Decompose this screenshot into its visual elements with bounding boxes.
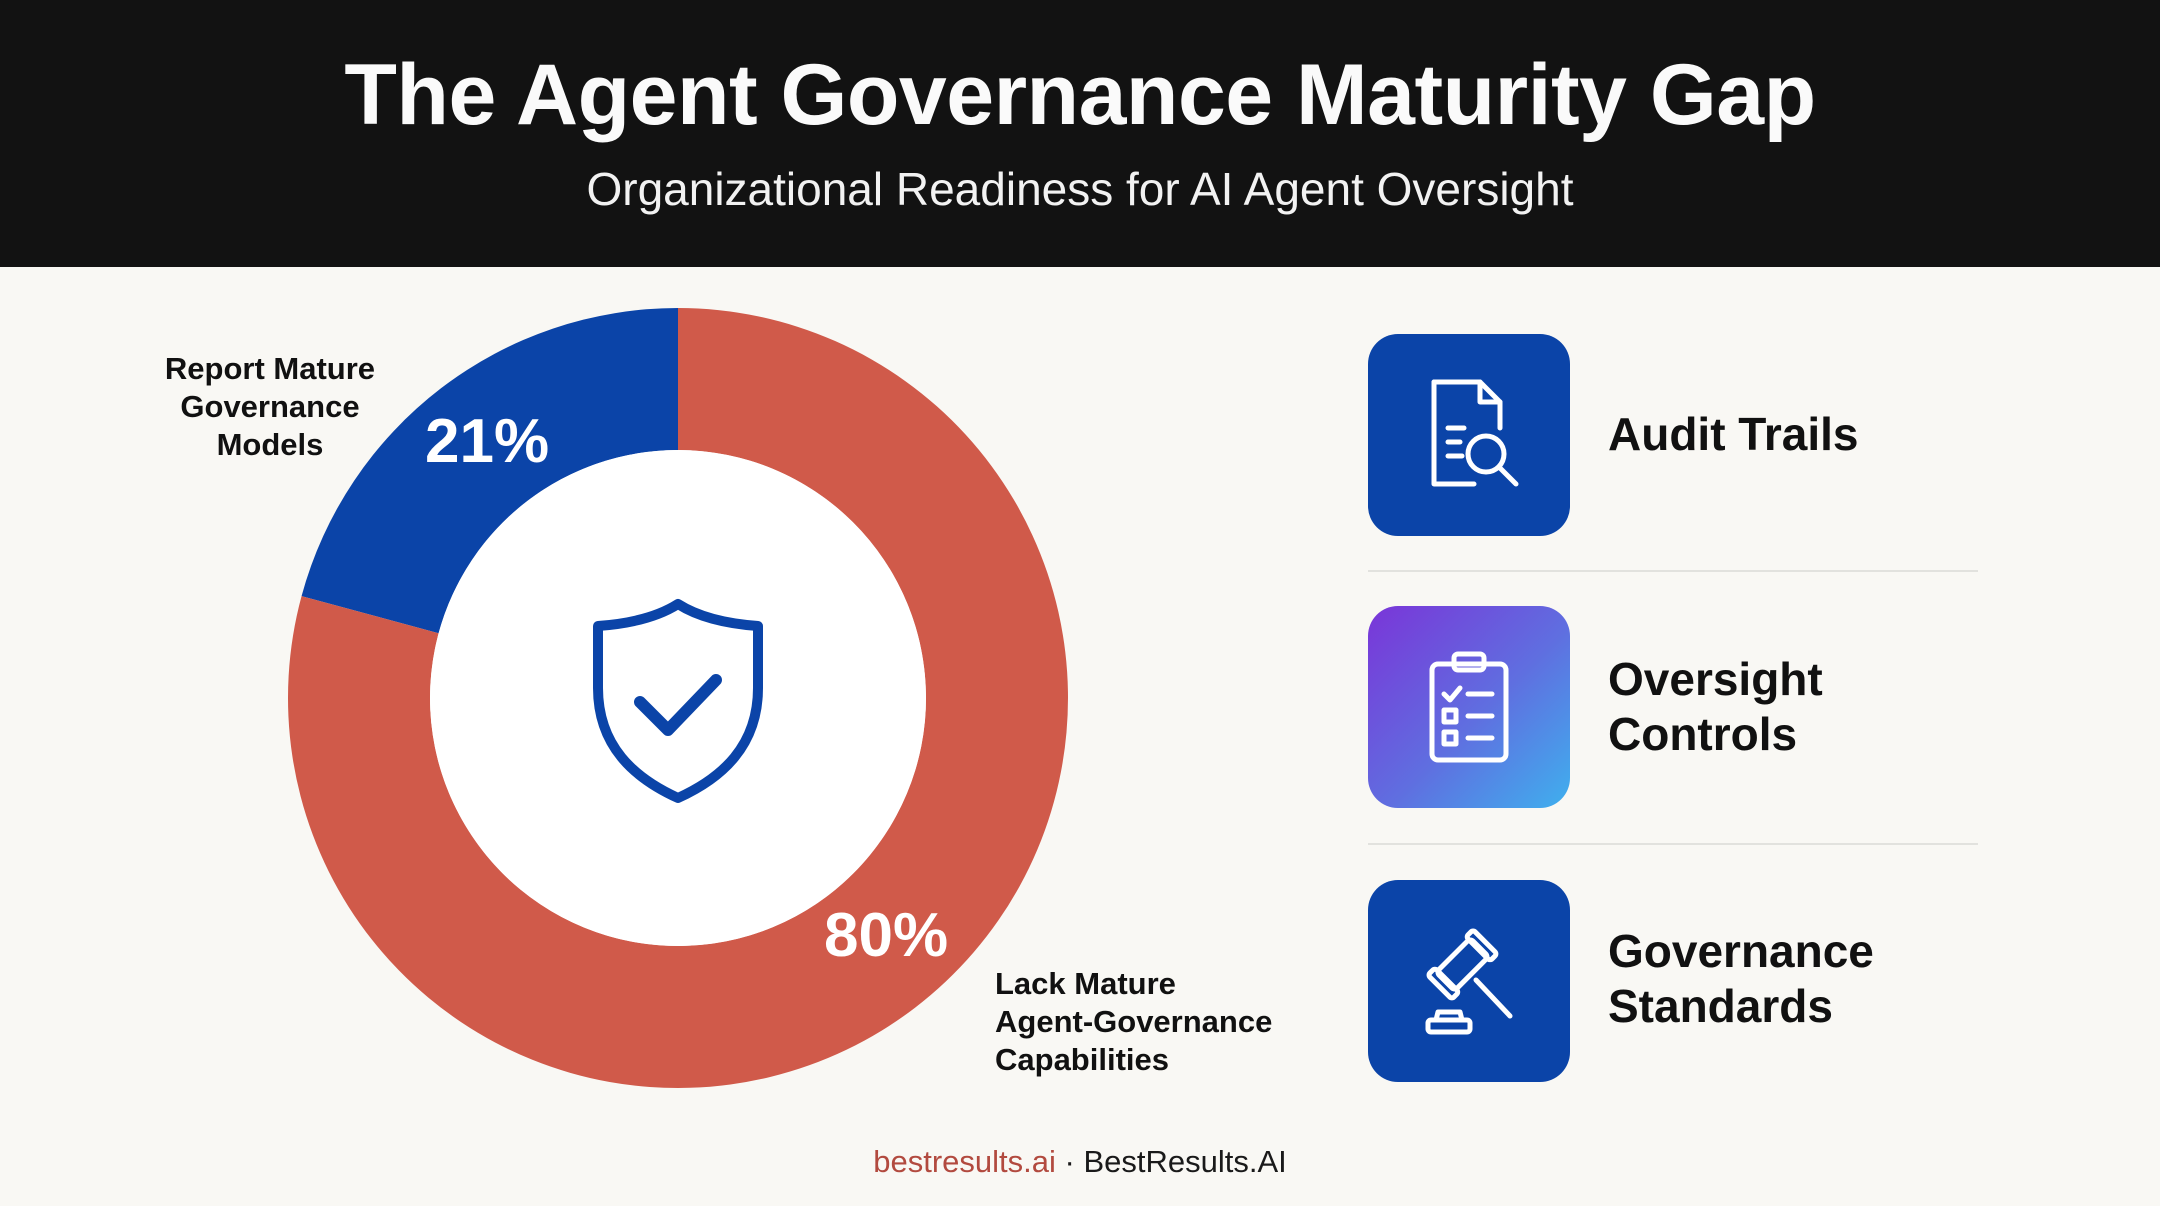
header-banner: The Agent Governance Maturity Gap Organi… (0, 0, 2160, 267)
donut-chart (288, 308, 1068, 1088)
segment-label-lack-line: Capabilities (995, 1042, 1169, 1077)
segment-label-mature-line: Report Mature (164, 351, 376, 386)
donut-center (430, 450, 926, 946)
segment-label-mature-line: Governance (180, 389, 360, 424)
feature-label-audit-trails: Audit Trails (1608, 407, 1858, 462)
data-label-mature: 21% (425, 407, 550, 476)
data-label-lack: 80% (824, 901, 949, 970)
audit-trails-tile (1368, 334, 1570, 536)
feature-label-line: Standards (1608, 980, 1833, 1032)
feature-label-governance-standards: Governance Standards (1608, 924, 1874, 1034)
segment-label-mature-line: Models (216, 427, 324, 462)
feature-label-line: Audit Trails (1608, 408, 1859, 460)
donut-slice-mature (301, 308, 678, 634)
shield-check-icon (593, 599, 763, 803)
segment-label-mature: Report Mature Governance Models (140, 350, 400, 464)
feature-label-oversight-controls: Oversight Controls (1608, 652, 1823, 762)
footer-domain: bestresults.ai (873, 1144, 1056, 1179)
footer: bestresults.ai · BestResults.AI (0, 1144, 2160, 1180)
feature-label-line: Oversight (1608, 653, 1823, 705)
page-title: The Agent Governance Maturity Gap (344, 47, 1816, 143)
feature-label-line: Controls (1608, 708, 1798, 760)
donut-slice-lack (288, 308, 1068, 1088)
segment-label-lack-line: Lack Mature (995, 966, 1176, 1001)
governance-standards-tile (1368, 880, 1570, 1082)
oversight-controls-tile (1368, 606, 1570, 808)
footer-brand: BestResults.AI (1083, 1144, 1287, 1179)
divider (1368, 843, 1978, 845)
document-search-icon (1431, 379, 1519, 487)
page-subtitle: Organizational Readiness for AI Agent Ov… (586, 163, 1574, 215)
divider (1368, 570, 1978, 572)
gavel-icon (1425, 928, 1513, 1035)
segment-label-lack-line: Agent-Governance (995, 1004, 1273, 1039)
clipboard-checklist-icon (1429, 651, 1509, 763)
feature-label-line: Governance (1608, 925, 1874, 977)
footer-separator: · (1055, 1144, 1084, 1179)
segment-label-lack: Lack Mature Agent-Governance Capabilitie… (995, 965, 1272, 1079)
